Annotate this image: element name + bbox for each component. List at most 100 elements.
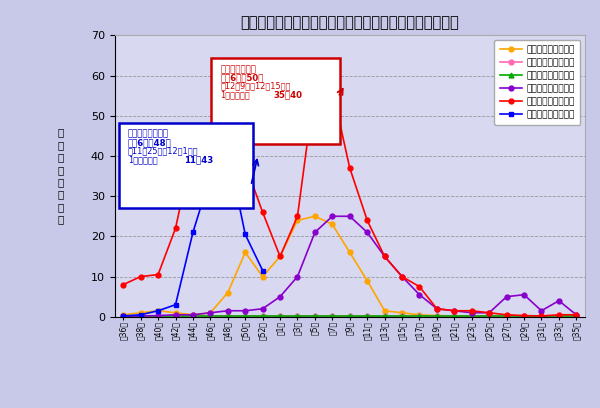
２０２０－２０２１ [242, 314, 249, 319]
２０２０－２０２１ [137, 314, 144, 319]
２０２３－２０２４ [242, 162, 249, 166]
２０２３－２０２４ [485, 310, 493, 315]
２０１９－２０２０ [137, 310, 144, 315]
２０２０－２０２１ [224, 314, 232, 319]
２０２２－２０２３ [572, 313, 580, 317]
２０１９－２０２０ [119, 313, 127, 317]
２０２０－２０２１ [416, 314, 423, 319]
Y-axis label: 定
点
当
た
り
報
告
数: 定 点 当 た り 報 告 数 [57, 128, 63, 224]
２０２２－２０２３ [346, 214, 353, 219]
２０２１－２０２２ [277, 314, 284, 319]
２０１９－２０２０ [154, 308, 161, 313]
Line: ２０２１－２０２２: ２０２１－２０２２ [121, 314, 579, 319]
２０２０－２０２１ [364, 314, 371, 319]
２０２２－２０２３ [485, 310, 493, 315]
２０２１－２０２２ [311, 314, 319, 319]
２０２３－２０２４ [398, 274, 406, 279]
FancyBboxPatch shape [211, 58, 340, 144]
２０１９－２０２０ [207, 310, 214, 315]
２０２４－２０２５ [224, 147, 232, 152]
２０２０－２０２１ [259, 314, 266, 319]
２０１９－２０２０ [485, 313, 493, 318]
２０２４－２０２５ [137, 313, 144, 317]
２０２２－２０２３ [224, 308, 232, 313]
２０２０－２０２１ [538, 314, 545, 319]
２０２１－２０２２ [451, 314, 458, 319]
２０２２－２０２３ [503, 294, 510, 299]
２０２２－２０２３ [277, 294, 284, 299]
２０２０－２０２１ [294, 314, 301, 319]
２０２０－２０２１ [555, 314, 562, 319]
２０２０－２０２１ [468, 314, 475, 319]
２０２０－２０２１ [433, 314, 440, 319]
２０１９－２０２０ [381, 308, 388, 313]
２０２２－２０２３ [468, 310, 475, 315]
２０２０－２０２１ [520, 314, 527, 319]
２０２１－２０２２ [137, 314, 144, 319]
２０１９－２０２０ [346, 250, 353, 255]
Text: 令和6年第48週: 令和6年第48週 [128, 138, 172, 147]
２０２３－２０２４ [451, 308, 458, 313]
２０１９－２０２０ [224, 290, 232, 295]
２０１９－２０２０ [503, 313, 510, 318]
Line: ２０２２－２０２３: ２０２２－２０２３ [121, 214, 579, 318]
２０２２－２０２３ [137, 313, 144, 318]
２０２０－２０２１ [503, 314, 510, 319]
２０２１－２０２２ [416, 314, 423, 319]
２０２０－２０２１ [190, 314, 197, 319]
２０２３－２０２４ [224, 129, 232, 134]
２０２０－２０２１ [398, 314, 406, 319]
２０２２－２０２３ [311, 230, 319, 235]
２０２３－２０２４ [329, 87, 336, 92]
２０２２－２０２３ [190, 313, 197, 317]
２０２３－２０２４ [364, 218, 371, 223]
Text: 35．40: 35．40 [274, 90, 302, 99]
２０２１－２０２２ [468, 314, 475, 319]
２０２２－２０２３ [154, 313, 161, 318]
２０１９－２０２０ [398, 310, 406, 315]
Text: 注意報レベル到達: 注意報レベル到達 [128, 130, 169, 139]
２０２０－２０２１ [311, 314, 319, 319]
２０２１－２０２２ [520, 314, 527, 319]
２０２１－２０２２ [329, 314, 336, 319]
２０２０－２０２１ [329, 314, 336, 319]
２０２３－２０２４ [294, 214, 301, 219]
Text: 1定点当たり: 1定点当たり [220, 90, 250, 99]
２０２２－２０２３ [242, 308, 249, 313]
２０１９－２０２０ [259, 274, 266, 279]
２０２３－２０２４ [277, 254, 284, 259]
２０２１－２０２２ [294, 314, 301, 319]
２０２１－２０２２ [503, 314, 510, 319]
２０２３－２０２４ [538, 313, 545, 318]
２０２０－２０２１ [154, 314, 161, 319]
２０２２－２０２３ [433, 306, 440, 311]
２０２３－２０２４ [468, 308, 475, 313]
Text: （12月9日〜12月15日）: （12月9日〜12月15日） [220, 82, 291, 91]
２０２１－２０２２ [433, 314, 440, 319]
２０２３－２０２４ [572, 313, 580, 317]
２０２１－２０２２ [346, 314, 353, 319]
２０１９－２０２０ [572, 313, 580, 318]
２０２１－２０２２ [119, 314, 127, 319]
２０１９－２０２０ [451, 313, 458, 318]
Line: ２０２０－２０２１: ２０２０－２０２１ [121, 314, 579, 319]
Legend: ２０１９－２０２０, ２０２０－２０２１, ２０２１－２０２２, ２０２２－２０２３, ２０２３－２０２４, ２０２４－２０２５: ２０１９－２０２０, ２０２０－２０２１, ２０２１－２０２２, ２０２２－２０… [494, 40, 580, 125]
２０２１－２０２２ [485, 314, 493, 319]
２０２３－２０２４ [190, 146, 197, 151]
２０２３－２０２４ [555, 313, 562, 317]
２０２２－２０２３ [416, 292, 423, 297]
Line: ２０１９－２０２０: ２０１９－２０２０ [121, 214, 579, 318]
２０２２－２０２３ [381, 254, 388, 259]
Line: ２０２４－２０２５: ２０２４－２０２５ [121, 148, 265, 318]
２０２０－２０２１ [119, 314, 127, 319]
Text: 1定点当たり: 1定点当たり [128, 155, 157, 164]
２０２４－２０２５ [172, 302, 179, 307]
２０２２－２０２３ [329, 214, 336, 219]
２０２４－２０２５ [119, 313, 127, 318]
２０２２－２０２３ [398, 274, 406, 279]
２０２１－２０２２ [224, 314, 232, 319]
２０２１－２０２２ [364, 314, 371, 319]
２０２４－２０２５ [207, 174, 214, 179]
２０２３－２０２４ [154, 272, 161, 277]
２０２０－２０２１ [277, 314, 284, 319]
